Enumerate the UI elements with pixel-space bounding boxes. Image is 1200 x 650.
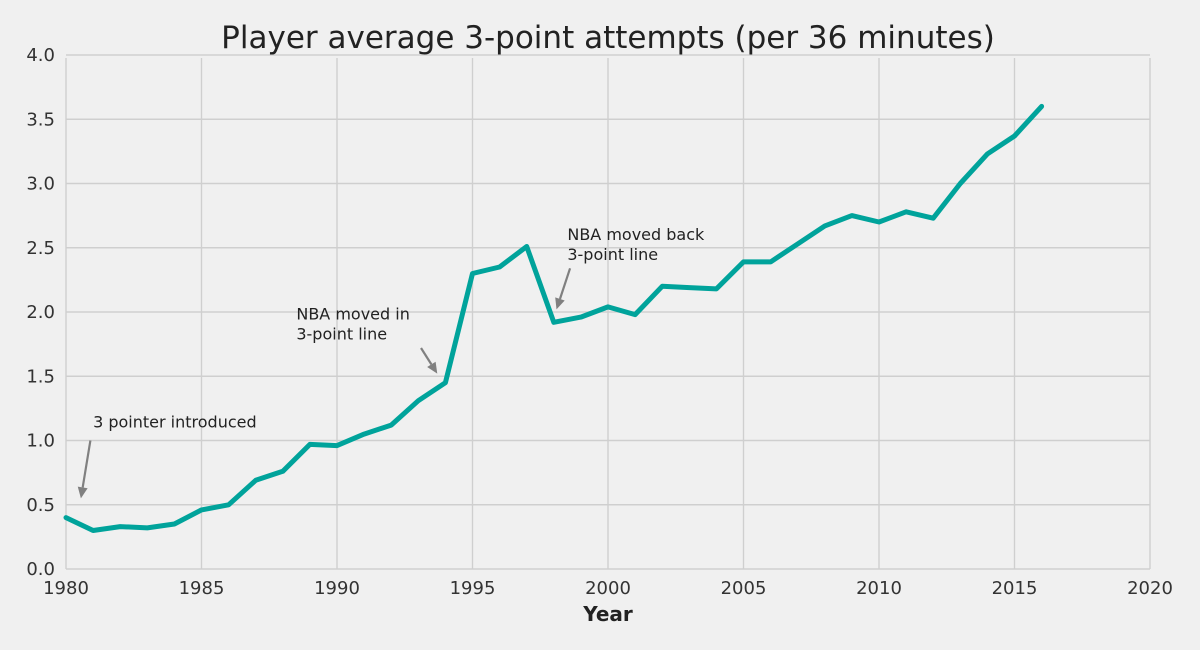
x-tick-label: 2005 — [721, 578, 767, 599]
y-tick-label: 1.5 — [26, 366, 55, 387]
y-tick-label: 2.0 — [26, 302, 55, 323]
x-axis-label: Year — [582, 602, 633, 626]
series-line — [63, 103, 1045, 533]
annotation-arrow — [420, 347, 433, 365]
y-tick-label: 4.0 — [26, 45, 55, 66]
grid — [65, 54, 1151, 570]
x-tick-label: 2010 — [856, 578, 902, 599]
y-tick-label: 0.0 — [26, 559, 55, 580]
x-tick-label: 1980 — [43, 578, 89, 599]
annotation: NBA moved in 3-point line — [296, 305, 438, 374]
y-tick-label: 3.0 — [26, 174, 55, 195]
annotation-arrowhead — [77, 486, 88, 499]
annotation-arrow — [558, 267, 572, 300]
y-tick-label: 2.5 — [26, 238, 55, 259]
x-tick-labels: 1980 1985 1990 1995 2000 2005 2010 2015 2020 — [43, 578, 1173, 599]
chart-title: Player average 3-point attempts (per 36 … — [221, 20, 995, 56]
annotation-text: NBA moved back 3-point line — [567, 225, 705, 264]
y-tick-label: 0.5 — [26, 495, 55, 516]
y-tick-labels: 0.0 0.5 1.0 1.5 2.0 2.5 3.0 3.5 4.0 — [26, 45, 55, 580]
annotation-arrowhead — [427, 361, 438, 374]
annotation-arrow — [81, 440, 92, 488]
series-group — [63, 103, 1045, 533]
x-tick-label: 1995 — [450, 578, 496, 599]
annotation-arrowhead — [555, 297, 565, 310]
annotation: 3 pointer introduced — [77, 413, 257, 499]
x-tick-label: 1985 — [179, 578, 225, 599]
annotation-text: NBA moved in 3-point line — [296, 305, 410, 344]
x-tick-label: 2015 — [992, 578, 1038, 599]
x-tick-label: 1990 — [314, 578, 360, 599]
x-tick-label: 2000 — [585, 578, 631, 599]
annotation: NBA moved back 3-point line — [555, 225, 705, 310]
y-tick-label: 3.5 — [26, 109, 55, 130]
y-tick-label: 1.0 — [26, 431, 55, 452]
x-tick-label: 2020 — [1127, 578, 1173, 599]
annotations: 3 pointer introduced NBA moved in 3-point … — [77, 225, 705, 499]
annotation-text: 3 pointer introduced — [93, 413, 257, 432]
